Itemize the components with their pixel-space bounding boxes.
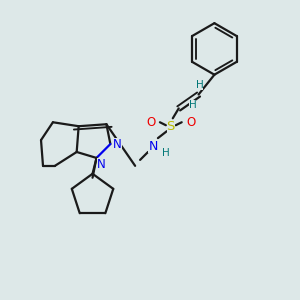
Text: N: N [113,138,122,151]
Text: S: S [167,120,175,133]
Text: N: N [97,158,106,171]
Text: H: H [196,80,203,90]
Text: O: O [186,116,195,129]
Text: H: H [189,100,196,110]
Text: H: H [162,148,170,158]
Text: O: O [146,116,156,129]
Text: N: N [148,140,158,152]
